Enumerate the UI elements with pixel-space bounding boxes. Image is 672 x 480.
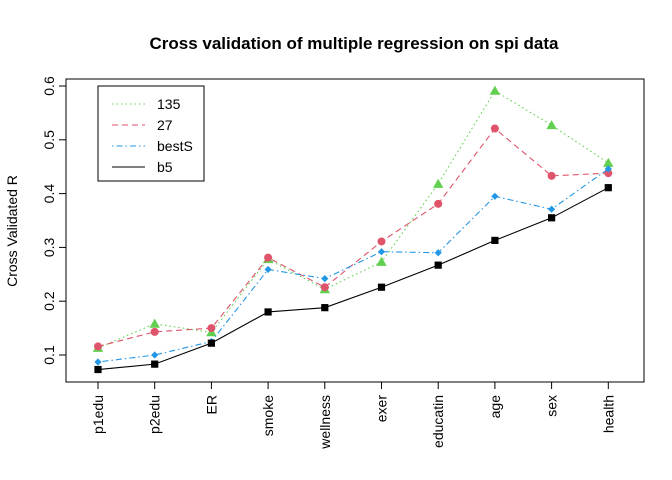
x-tick-label: wellness xyxy=(317,395,333,450)
legend-label-bestS: bestS xyxy=(157,138,193,154)
series-line-135 xyxy=(97,90,609,349)
data-point-bestS xyxy=(548,205,556,213)
x-tick-label: sex xyxy=(544,395,560,417)
legend-box xyxy=(97,85,205,182)
y-tick-label: 0.2 xyxy=(41,291,57,311)
data-point-135 xyxy=(149,318,160,328)
x-tick-label: exer xyxy=(374,395,390,423)
y-axis-label: Cross Validated R xyxy=(4,175,20,287)
data-point-b5 xyxy=(491,236,499,245)
data-point-135 xyxy=(433,178,444,188)
data-point-27 xyxy=(490,124,499,133)
legend-label-135: 135 xyxy=(157,96,181,112)
data-point-bestS xyxy=(434,249,442,257)
data-point-b5 xyxy=(604,184,612,192)
x-tick-label: age xyxy=(487,395,503,419)
x-tick-label: health xyxy=(600,395,616,433)
data-point-bestS xyxy=(491,192,499,200)
data-point-27 xyxy=(377,237,386,246)
series-line-bestS xyxy=(97,168,609,363)
y-tick-label: 0.6 xyxy=(41,76,57,96)
y-tick-label: 0.4 xyxy=(41,184,57,204)
data-point-135 xyxy=(489,85,501,95)
x-tick-label: p1edu xyxy=(90,395,106,434)
x-tick-label: p2edu xyxy=(147,395,163,434)
series-line-b5 xyxy=(97,187,609,371)
data-point-135 xyxy=(546,120,557,130)
data-point-b5 xyxy=(548,214,556,222)
data-point-27 xyxy=(547,171,556,180)
legend: 135 27 bestS b5 xyxy=(97,85,205,182)
x-tick-label: ER xyxy=(203,395,219,414)
x-tick-label: educatin xyxy=(430,395,446,448)
data-point-135 xyxy=(603,157,614,167)
data-point-27 xyxy=(150,327,159,336)
y-tick-label: 0.3 xyxy=(41,237,57,257)
data-point-bestS xyxy=(151,351,159,359)
data-point-b5 xyxy=(151,360,159,368)
data-point-b5 xyxy=(264,308,272,316)
data-point-bestS xyxy=(604,165,612,173)
legend-label-27: 27 xyxy=(157,117,173,133)
series-layer xyxy=(92,85,614,374)
data-point-bestS xyxy=(377,248,386,256)
series-b5 xyxy=(94,184,612,374)
data-point-b5 xyxy=(207,339,215,347)
data-point-27 xyxy=(264,253,273,262)
y-tick-label: 0.5 xyxy=(41,130,57,150)
data-point-135 xyxy=(376,256,387,266)
chart-title: Cross validation of multiple regression … xyxy=(149,34,559,53)
legend-label-b5: b5 xyxy=(157,159,173,175)
axis-layer: 0.1 0.2 0.3 0.4 0.5 0.6 p1edu p2edu ER smoke welln… xyxy=(41,76,616,450)
data-point-b5 xyxy=(434,261,442,269)
data-point-27 xyxy=(94,342,102,351)
series-27 xyxy=(94,124,613,351)
series-bestS xyxy=(94,165,612,366)
legend-entries: 135 27 bestS b5 xyxy=(112,96,193,175)
data-point-27 xyxy=(604,169,613,178)
data-point-b5 xyxy=(321,304,329,312)
data-point-bestS xyxy=(321,275,329,283)
data-point-b5 xyxy=(94,365,102,374)
series-line-27 xyxy=(97,127,609,347)
data-point-27 xyxy=(207,324,216,333)
data-point-27 xyxy=(320,283,329,292)
x-tick-label: smoke xyxy=(260,395,276,436)
data-point-bestS xyxy=(94,358,102,366)
data-point-b5 xyxy=(377,283,386,291)
data-point-bestS xyxy=(264,265,272,274)
y-tick-label: 0.1 xyxy=(41,345,57,365)
data-point-27 xyxy=(434,199,443,208)
